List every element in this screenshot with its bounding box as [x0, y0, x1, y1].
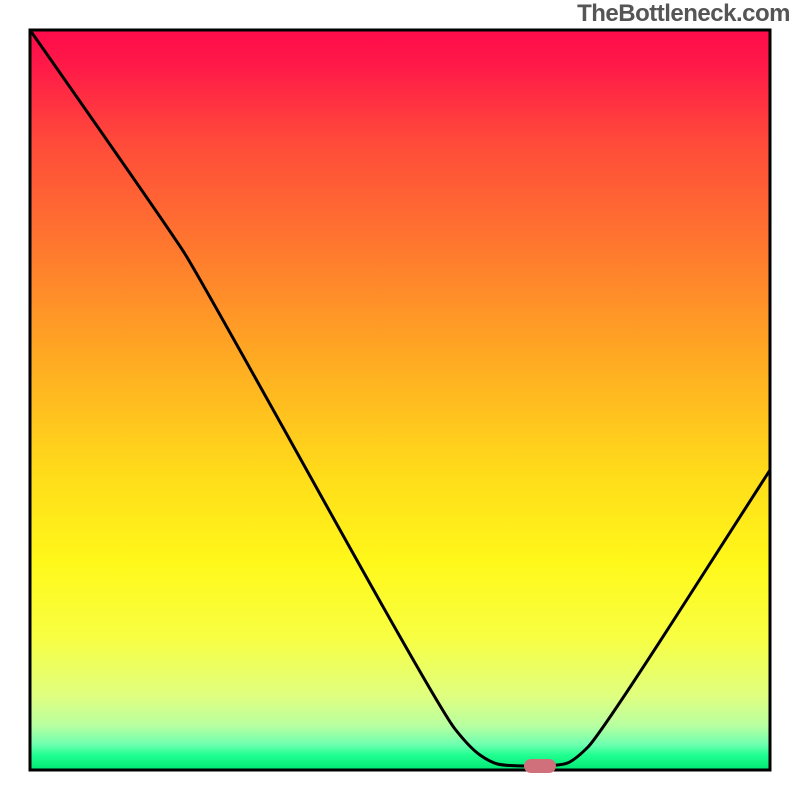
chart-container: TheBottleneck.com: [0, 0, 800, 800]
gradient-background: [30, 30, 770, 770]
watermark-text: TheBottleneck.com: [577, 0, 790, 28]
optimal-point-marker: [524, 759, 556, 773]
bottleneck-curve-chart: [0, 0, 800, 800]
